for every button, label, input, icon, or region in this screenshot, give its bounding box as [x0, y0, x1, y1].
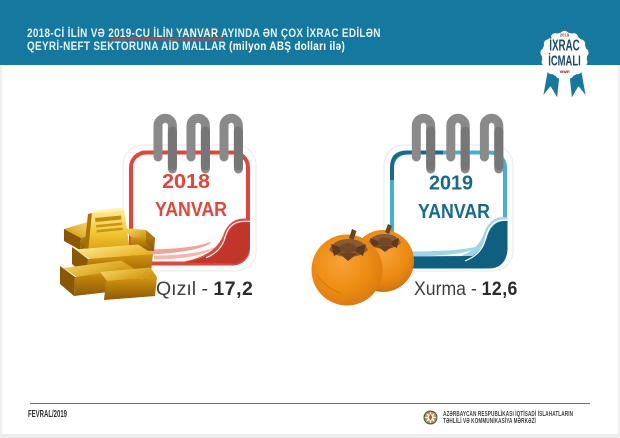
- svg-text:YANVAR: YANVAR: [155, 199, 227, 221]
- svg-text:İXRAC: İXRAC: [549, 37, 580, 54]
- svg-text:YANVAR: YANVAR: [559, 70, 570, 74]
- svg-text:İCMALI: İCMALI: [548, 52, 581, 69]
- svg-text:2019: 2019: [560, 33, 570, 38]
- svg-text:YANVAR: YANVAR: [418, 201, 490, 223]
- svg-text:2019: 2019: [429, 173, 473, 195]
- svg-text:2018: 2018: [162, 171, 210, 193]
